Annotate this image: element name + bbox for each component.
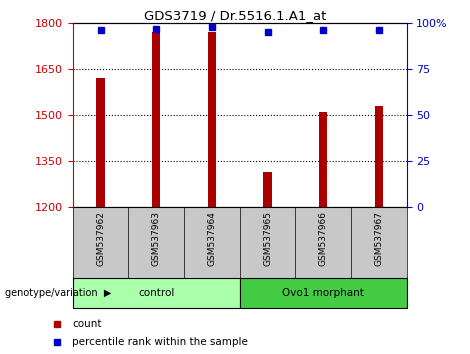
Bar [319,112,327,207]
Bar [240,278,407,308]
Text: GSM537967: GSM537967 [374,211,383,266]
Text: GSM537965: GSM537965 [263,211,272,266]
Text: GSM537964: GSM537964 [207,211,216,266]
Text: Ovo1 morphant: Ovo1 morphant [282,288,364,298]
Text: GSM537962: GSM537962 [96,211,105,266]
Text: percentile rank within the sample: percentile rank within the sample [72,337,248,347]
Bar [152,32,160,207]
Bar [73,278,240,308]
Bar [96,78,105,207]
Text: count: count [72,319,102,329]
Text: control: control [138,288,174,298]
Bar [208,32,216,207]
Text: GSM537966: GSM537966 [319,211,328,266]
Text: genotype/variation  ▶: genotype/variation ▶ [5,288,111,298]
Text: GDS3719 / Dr.5516.1.A1_at: GDS3719 / Dr.5516.1.A1_at [144,9,326,22]
Text: GSM537963: GSM537963 [152,211,161,266]
Bar [263,172,272,207]
Bar [375,106,383,207]
